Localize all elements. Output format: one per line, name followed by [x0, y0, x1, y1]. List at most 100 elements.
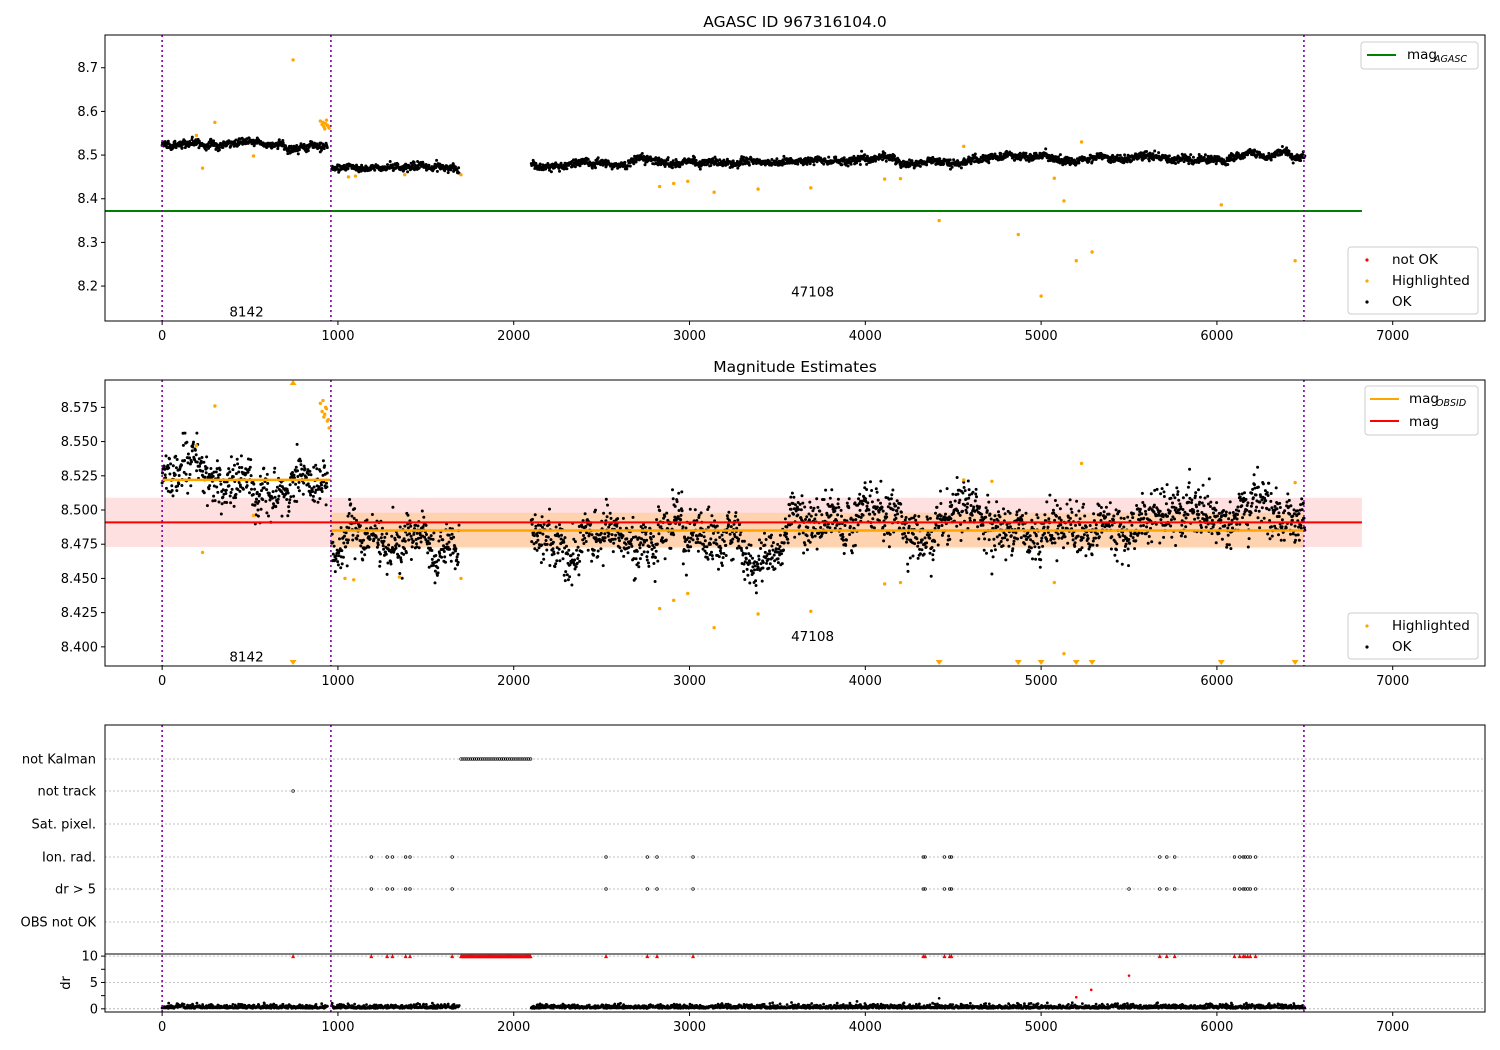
ok-point [724, 543, 728, 547]
ok-point [901, 536, 905, 540]
ok-point [1056, 532, 1060, 536]
ok-point [991, 555, 995, 559]
ok-point [443, 169, 447, 173]
highlighted-point [898, 176, 903, 181]
ok-point [533, 513, 537, 517]
ok-point [396, 162, 400, 166]
ok-point [363, 553, 367, 557]
ok-point [1033, 545, 1037, 549]
ok-point [958, 513, 962, 517]
ok-point [686, 536, 690, 540]
ok-point [808, 500, 812, 504]
ok-point [773, 567, 777, 571]
x-tick-label: 5000 [1025, 329, 1058, 344]
ok-point [829, 513, 833, 517]
ok-point [730, 540, 734, 544]
ok-point [342, 541, 346, 545]
ok-point [676, 515, 680, 519]
ok-point [808, 540, 812, 544]
ok-point [1057, 536, 1061, 540]
ok-point [562, 573, 566, 577]
ok-point [395, 542, 399, 546]
ok-point [212, 494, 216, 498]
ok-point [221, 146, 225, 149]
ok-point [365, 531, 369, 535]
ok-point [797, 532, 801, 536]
ok-point [787, 514, 791, 518]
ok-point [914, 518, 918, 522]
ok-point [256, 514, 260, 518]
highlighted-point [318, 119, 323, 123]
ok-point [757, 554, 761, 558]
legend-label: mag [1407, 47, 1437, 63]
ok-point [1059, 518, 1063, 522]
ok-point [654, 556, 657, 559]
ok-point [638, 557, 642, 561]
ok-point [765, 561, 768, 565]
ok-point [229, 501, 233, 505]
ok-point [693, 156, 696, 159]
ok-point [915, 523, 919, 527]
ok-point [802, 551, 806, 555]
ok-point [1191, 155, 1195, 159]
ok-point [556, 551, 560, 555]
ok-point [360, 550, 364, 554]
y-tick-label: 8.3 [77, 236, 98, 251]
ok-point [596, 156, 600, 160]
ok-point [809, 514, 813, 518]
ok-point [373, 524, 377, 528]
ok-point [684, 526, 688, 530]
ok-point [942, 162, 946, 166]
ok-point [801, 501, 805, 505]
ok-point [174, 454, 178, 458]
ok-point [696, 549, 700, 553]
ok-point [200, 456, 204, 459]
ok-point [948, 537, 952, 541]
ok-point [420, 509, 424, 513]
ok-point [398, 525, 402, 529]
ok-point [812, 506, 816, 510]
ok-point [209, 139, 213, 143]
ok-point [447, 533, 451, 537]
ok-point [853, 543, 857, 547]
ok-point [549, 538, 553, 542]
ok-point [260, 489, 263, 493]
ok-point [684, 549, 688, 553]
ok-point [961, 491, 965, 495]
ok-point [573, 540, 577, 544]
ok-point [435, 158, 439, 162]
ok-point [320, 148, 323, 152]
ok-point [388, 160, 392, 163]
ok-point [578, 559, 582, 563]
ok-point [309, 493, 313, 497]
ok-point [451, 551, 455, 555]
ok-point [235, 457, 239, 461]
ok-point [709, 164, 713, 167]
ok-point [340, 549, 344, 553]
ok-point [782, 541, 786, 545]
ok-point [341, 555, 345, 559]
ok-point [932, 549, 936, 553]
highlighted-point [194, 133, 199, 138]
ok-point [442, 550, 446, 553]
ok-point [1022, 151, 1026, 155]
ok-point [195, 469, 199, 473]
ok-point [896, 506, 900, 510]
ok-point [253, 503, 257, 507]
ok-point [1051, 508, 1055, 512]
ok-point [949, 517, 953, 521]
ok-point [539, 561, 543, 565]
ok-point [939, 502, 943, 505]
ok-point [594, 508, 597, 512]
ok-point [1010, 553, 1014, 557]
ok-point [1189, 153, 1193, 157]
ok-point [408, 532, 411, 536]
ok-point [721, 556, 725, 560]
ok-point [193, 448, 197, 452]
ok-point [693, 508, 697, 512]
ok-point [1067, 156, 1071, 160]
ok-point [1045, 500, 1049, 504]
legend-marker-highlighted [1365, 279, 1369, 283]
ok-point [440, 555, 444, 559]
ok-point [870, 489, 874, 492]
